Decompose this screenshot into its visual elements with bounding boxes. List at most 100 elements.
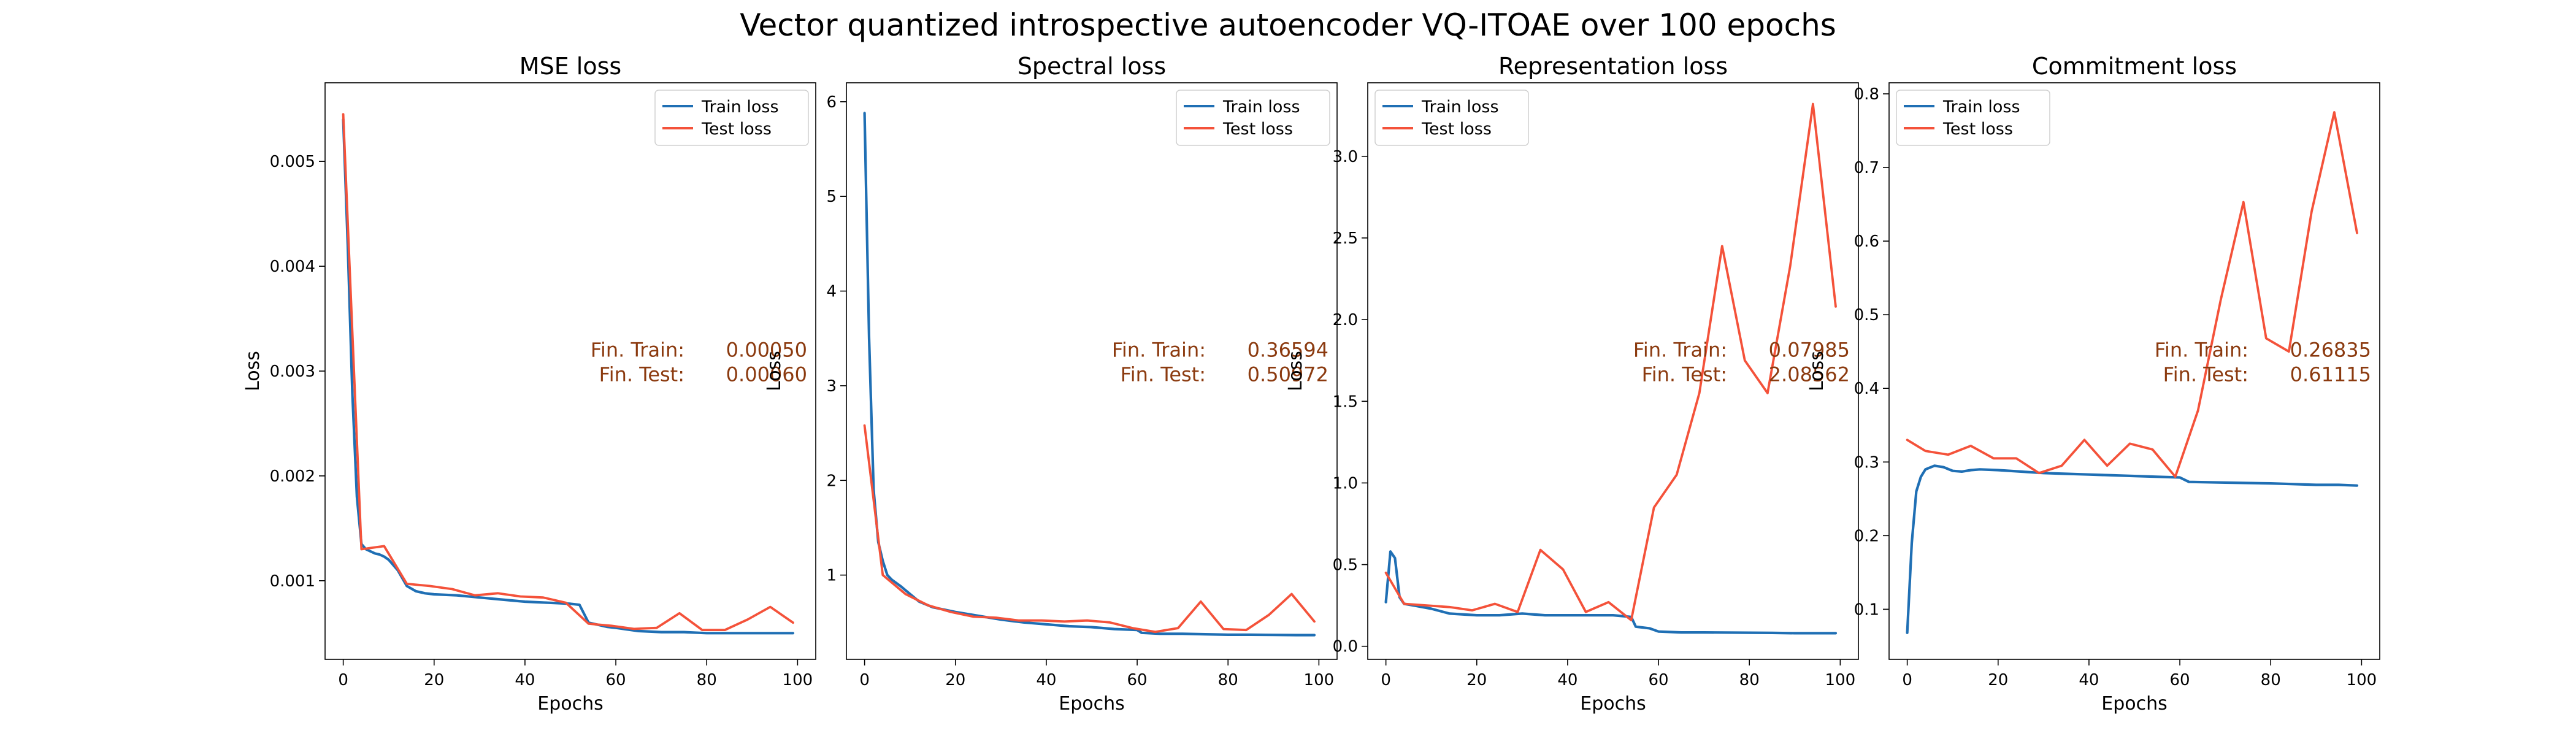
y-tick-label: 0.3	[1854, 453, 1879, 472]
legend-label: Test loss	[1222, 120, 1293, 139]
x-tick-label: 60	[1127, 671, 1148, 689]
y-tick-label: 2.0	[1333, 311, 1358, 329]
panel-title: MSE loss	[519, 53, 621, 80]
legend-box	[1176, 90, 1330, 146]
test-loss-line	[1384, 102, 1837, 621]
final-test-label: Fin. Test:	[599, 363, 684, 386]
final-test-value: 0.61115	[2290, 363, 2371, 386]
y-tick-label: 2	[826, 472, 837, 490]
y-tick-label: 6	[826, 93, 837, 112]
x-tick-label: 80	[1739, 671, 1760, 689]
x-tick-label: 60	[1649, 671, 1669, 689]
y-tick-label: 0.004	[270, 258, 315, 276]
y-tick-label: 0.0	[1333, 638, 1358, 656]
panel-3: Representation loss 0 20 40 60 80 100 0.0 0.5 1.0…	[1285, 53, 1859, 715]
x-tick-label: 100	[1825, 671, 1856, 689]
legend: Train loss Test loss	[1176, 90, 1330, 146]
y-tick-label: 2.5	[1333, 229, 1358, 248]
final-train-label: Fin. Train:	[591, 339, 684, 362]
legend-box	[1896, 90, 2050, 146]
y-tick-label: 0.4	[1854, 380, 1879, 398]
x-tick-label: 100	[2347, 671, 2377, 689]
legend-label: Train loss	[1942, 98, 2020, 117]
y-tick-label: 4	[826, 283, 837, 301]
y-tick-label: 3.0	[1333, 148, 1358, 166]
y-axis-label: Loss	[1806, 351, 1828, 391]
y-axis-label: Loss	[242, 351, 264, 391]
y-tick-label: 0.5	[1333, 556, 1358, 575]
final-values-annotation: Fin. Train: 0.36594 Fin. Test: 0.50972	[1112, 339, 1328, 386]
final-values-annotation: Fin. Train: 0.07985 Fin. Test: 2.08562	[1633, 339, 1850, 386]
final-train-label: Fin. Train:	[2155, 339, 2248, 362]
y-tick-label: 3	[826, 377, 837, 396]
axes-frame	[1367, 82, 1859, 660]
final-test-value: 0.50972	[1248, 363, 1328, 386]
legend-label: Test loss	[1942, 120, 2013, 139]
final-test-value: 2.08562	[1769, 363, 1850, 386]
legend-label: Train loss	[1222, 98, 1300, 117]
y-axis-label: Loss	[764, 351, 785, 391]
x-tick-label: 60	[2170, 671, 2190, 689]
y-tick-label: 0.003	[270, 362, 315, 381]
legend-box	[654, 90, 809, 146]
legend: Train loss Test loss	[1374, 90, 1529, 146]
panel-1: MSE loss 0 20 40 60 80 100 0.001 0.002 0.003 0.004…	[242, 53, 816, 715]
figure-title: Vector quantized introspective autoencod…	[740, 7, 1836, 43]
x-tick-label: 0	[859, 671, 870, 689]
y-tick-label: 1	[826, 567, 837, 585]
x-tick-label: 100	[783, 671, 813, 689]
x-tick-label: 40	[1036, 671, 1056, 689]
legend: Train loss Test loss	[1896, 90, 2050, 146]
y-tick-label: 0.8	[1854, 85, 1879, 104]
final-test-label: Fin. Test:	[2163, 363, 2248, 386]
axes-frame	[846, 82, 1338, 660]
final-test-value: 0.00060	[726, 363, 807, 386]
axes-frame	[1888, 82, 2380, 660]
y-tick-label: 0.2	[1854, 527, 1879, 545]
final-test-label: Fin. Test:	[1642, 363, 1727, 386]
legend-box	[1374, 90, 1529, 146]
panel-title: Representation loss	[1498, 53, 1728, 80]
x-tick-label: 0	[1902, 671, 1912, 689]
final-train-label: Fin. Train:	[1112, 339, 1206, 362]
panel-title: Spectral loss	[1018, 53, 1166, 80]
x-tick-label: 0	[1381, 671, 1391, 689]
y-tick-label: 0.001	[270, 572, 315, 591]
y-tick-label: 0.1	[1854, 600, 1879, 619]
x-tick-label: 80	[697, 671, 717, 689]
x-tick-label: 40	[515, 671, 535, 689]
x-tick-label: 100	[1304, 671, 1335, 689]
final-values-annotation: Fin. Train: 0.26835 Fin. Test: 0.61115	[2155, 339, 2371, 386]
final-train-value: 0.00050	[726, 339, 807, 362]
x-axis-label: Epochs	[1059, 693, 1125, 715]
x-tick-label: 20	[945, 671, 965, 689]
final-train-value: 0.07985	[1769, 339, 1850, 362]
train-loss-line	[863, 112, 1316, 637]
test-loss-line	[342, 113, 794, 631]
legend-label: Test loss	[701, 120, 772, 139]
x-axis-label: Epochs	[537, 693, 604, 715]
y-tick-label: 1.0	[1333, 474, 1358, 493]
y-tick-label: 0.6	[1854, 232, 1879, 251]
y-tick-label: 1.5	[1333, 393, 1358, 411]
x-tick-label: 20	[424, 671, 444, 689]
panel-4: Commitment loss 0 20 40 60 80 100 0.1 0.2 0.3 0.4 0…	[1806, 53, 2380, 715]
x-tick-label: 20	[1988, 671, 2008, 689]
final-train-value: 0.26835	[2290, 339, 2371, 362]
x-tick-label: 80	[1218, 671, 1238, 689]
y-axis-label: Loss	[1285, 351, 1306, 391]
legend-label: Test loss	[1421, 120, 1492, 139]
y-tick-label: 0.002	[270, 467, 315, 486]
x-tick-label: 40	[2079, 671, 2099, 689]
test-loss-line	[1906, 111, 2358, 478]
final-values-annotation: Fin. Train: 0.00050 Fin. Test: 0.00060	[591, 339, 807, 386]
x-axis-label: Epochs	[2101, 693, 2168, 715]
x-axis-label: Epochs	[1580, 693, 1646, 715]
train-loss-line	[1384, 550, 1838, 635]
legend-label: Train loss	[701, 98, 779, 117]
y-tick-label: 0.5	[1854, 306, 1879, 324]
x-tick-label: 20	[1466, 671, 1487, 689]
train-loss-line	[342, 118, 795, 635]
panel-2: Spectral loss 0 20 40 60 80 100 1 2 3 4 5 6 Epochs Los…	[764, 53, 1338, 715]
